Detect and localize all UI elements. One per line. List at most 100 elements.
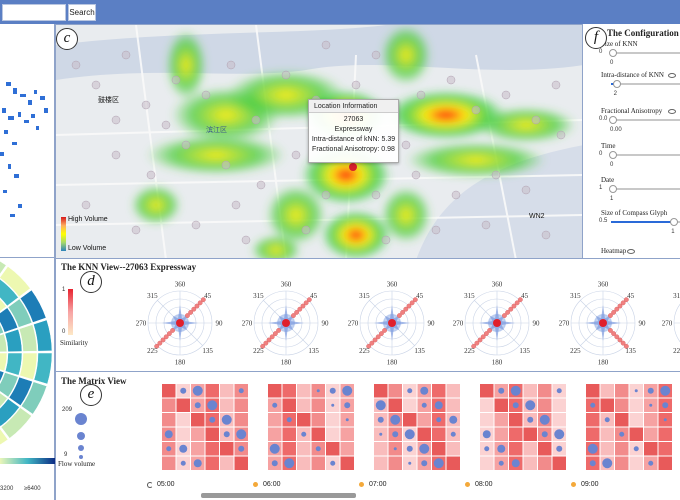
map-glyph-40[interactable] [231, 200, 241, 210]
matrix-cell [615, 398, 629, 412]
heatmap-eye-icon[interactable] [627, 249, 635, 254]
config-slider-knob-5[interactable] [670, 218, 679, 226]
map-glyph-1[interactable] [91, 80, 101, 90]
config-slider-track-1[interactable] [611, 83, 680, 85]
map-glyph-21[interactable] [221, 160, 231, 170]
map-glyph-28[interactable] [491, 170, 501, 180]
config-slider-track-4[interactable] [611, 188, 680, 190]
matrix-cell [388, 398, 402, 412]
flow-volume-dot [511, 459, 520, 468]
map-view[interactable]: 滨江区 鼓楼区 WN2 High Volume Low Volume [55, 24, 583, 259]
map-glyph-29[interactable] [521, 185, 531, 195]
compass-glyph-4[interactable]: 360 45 90 135 180 225 270 315 [559, 281, 646, 367]
map-glyph-30[interactable] [81, 200, 91, 210]
map-glyph-22[interactable] [256, 180, 266, 190]
map-glyph-7[interactable] [251, 115, 261, 125]
search-input[interactable] [2, 4, 66, 21]
flow-volume-dot [330, 460, 336, 466]
map-glyph-33[interactable] [241, 235, 251, 245]
matrix-cell [297, 398, 311, 412]
od-matrix-4[interactable] [586, 384, 672, 470]
map-glyph-13[interactable] [446, 75, 456, 85]
map-glyph-5[interactable] [201, 90, 211, 100]
map-glyph-2[interactable] [121, 50, 131, 60]
map-glyph-18[interactable] [111, 150, 121, 160]
map-glyph-37[interactable] [481, 220, 491, 230]
map-glyph-15[interactable] [501, 90, 511, 100]
config-slider-knob-4[interactable] [609, 185, 617, 193]
map-glyph-12[interactable] [416, 90, 426, 100]
map-glyph-4[interactable] [171, 75, 181, 85]
config-eye-icon-2[interactable] [668, 109, 677, 114]
compass-glyph-3[interactable]: 360 45 90 135 180 225 270 315 [453, 281, 540, 367]
config-slider-knob-2[interactable] [609, 116, 617, 124]
knn-neighbor-point [614, 306, 620, 312]
flow-volume-dot [331, 403, 335, 407]
map-glyph-31[interactable] [131, 225, 141, 235]
flow-volume-dot [329, 387, 336, 394]
map-glyph-32[interactable] [191, 220, 201, 230]
config-slider-knob-0[interactable] [609, 49, 617, 57]
map-glyph-6[interactable] [226, 60, 236, 70]
left-legend-value-1: 3200 [0, 486, 14, 492]
matrix-cell [538, 442, 552, 456]
map-glyph-36[interactable] [431, 225, 441, 235]
config-slider-knob-3[interactable] [609, 151, 617, 159]
map-glyph-19[interactable] [146, 170, 156, 180]
knn-neighbor-point [502, 313, 507, 318]
flow-volume-dot [556, 445, 563, 452]
map-glyph-24[interactable] [321, 190, 331, 200]
map-glyph-3[interactable] [141, 100, 151, 110]
matrix-cell [523, 427, 537, 441]
map-glyph-14[interactable] [471, 105, 481, 115]
flow-volume-dot [419, 443, 430, 454]
config-eye-icon-1[interactable] [668, 73, 677, 78]
map-glyph-0[interactable] [71, 60, 81, 70]
od-matrix-3[interactable] [480, 384, 566, 470]
horizontal-scrollbar[interactable] [201, 493, 356, 498]
map-glyph-27[interactable] [451, 190, 461, 200]
config-slider-knob-1[interactable] [612, 80, 621, 88]
map-glyph-42[interactable] [111, 115, 121, 125]
config-slider-track-0[interactable] [611, 52, 680, 54]
map-glyph-16[interactable] [531, 115, 541, 125]
flow-volume-dot [421, 402, 427, 408]
map-glyph-20[interactable] [181, 140, 191, 150]
map-glyph-8[interactable] [281, 70, 291, 80]
od-matrix-1[interactable] [268, 384, 354, 470]
map-glyph-38[interactable] [541, 230, 551, 240]
map-glyph-39[interactable] [161, 120, 171, 130]
compass-glyph-2[interactable]: 360 45 90 135 180 225 270 315 [348, 281, 435, 367]
map-glyph-25[interactable] [371, 190, 381, 200]
map-glyph-44[interactable] [371, 50, 381, 60]
map-glyph-23[interactable] [291, 150, 301, 160]
knn-neighbor-point [611, 309, 617, 315]
od-matrix-2[interactable] [374, 384, 460, 470]
config-slider-track-2[interactable] [611, 119, 680, 121]
map-legend-low: Low Volume [68, 245, 107, 252]
map-glyph-41[interactable] [401, 140, 411, 150]
config-slider-track-3[interactable] [611, 154, 680, 156]
knn-neighbor-point [608, 328, 613, 333]
map-glyph-43[interactable] [321, 40, 331, 50]
matrix-row [162, 384, 672, 470]
od-matrix-0[interactable] [162, 384, 248, 470]
compass-glyph-1[interactable]: 360 45 90 135 180 225 270 315 [242, 281, 329, 367]
map-glyph-35[interactable] [381, 235, 391, 245]
compass-glyph-0[interactable]: 360 45 90 135 180 225 270 315 [136, 281, 223, 367]
matrix-cell [629, 413, 643, 427]
matrix-cell [297, 442, 311, 456]
compass-angle-label: 315 [147, 292, 158, 300]
matrix-cell [509, 427, 523, 441]
compass-center-point [176, 319, 184, 327]
selected-location-marker[interactable] [349, 163, 357, 171]
search-button[interactable]: Search [68, 4, 96, 21]
matrix-cell [374, 456, 388, 470]
map-glyph-10[interactable] [351, 80, 361, 90]
compass-angle-label: 90 [322, 320, 330, 328]
map-glyph-26[interactable] [411, 170, 421, 180]
map-glyph-45[interactable] [551, 80, 561, 90]
map-glyph-34[interactable] [301, 225, 311, 235]
map-glyph-17[interactable] [556, 130, 566, 140]
